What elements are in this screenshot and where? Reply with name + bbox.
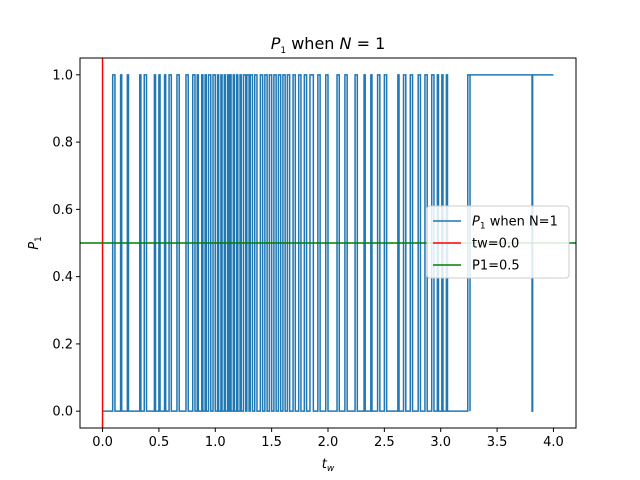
series-p1-line bbox=[102, 74, 554, 412]
title-rest: when bbox=[286, 34, 339, 53]
x-tick-label: 3.0 bbox=[430, 435, 451, 450]
y-tick-label: 0.4 bbox=[52, 270, 73, 285]
y-tick-label: 0.0 bbox=[52, 405, 73, 420]
y-tick-label: 0.2 bbox=[52, 337, 73, 352]
x-tick-label: 0.5 bbox=[149, 435, 170, 450]
x-tick-label: 3.5 bbox=[487, 435, 508, 450]
y-tick-label: 1.0 bbox=[52, 68, 73, 83]
legend-box bbox=[426, 205, 570, 279]
x-axis: 0.0 0.5 1.0 1.5 2.0 2.5 3.0 3.5 4.0 bbox=[92, 428, 564, 450]
x-axis-label: tw bbox=[322, 457, 335, 474]
legend-label: P1=0.5 bbox=[472, 259, 520, 274]
x-tick-label: 4.0 bbox=[543, 435, 564, 450]
y-axis: 0.0 0.2 0.4 0.6 0.8 1.0 bbox=[52, 68, 80, 420]
title-main: P bbox=[271, 34, 281, 53]
title-sub: 1 bbox=[280, 46, 286, 56]
y-tick-label: 0.8 bbox=[52, 136, 73, 151]
y-tick-label: 0.6 bbox=[52, 203, 73, 218]
legend: P1 when N=1 tw=0.0 P1=0.5 bbox=[426, 205, 570, 279]
legend-label: P1 when N=1 bbox=[472, 215, 558, 232]
title-eq: = 1 bbox=[351, 34, 385, 53]
chart-title: P1 when N = 1 bbox=[271, 34, 386, 56]
x-tick-label: 2.5 bbox=[374, 435, 395, 450]
y-axis-label: P1 bbox=[27, 236, 44, 250]
x-tick-label: 0.0 bbox=[92, 435, 113, 450]
legend-label: tw=0.0 bbox=[472, 237, 519, 252]
title-var: N bbox=[340, 34, 352, 53]
x-tick-label: 1.0 bbox=[205, 435, 226, 450]
x-tick-label: 1.5 bbox=[261, 435, 282, 450]
x-tick-label: 2.0 bbox=[318, 435, 339, 450]
